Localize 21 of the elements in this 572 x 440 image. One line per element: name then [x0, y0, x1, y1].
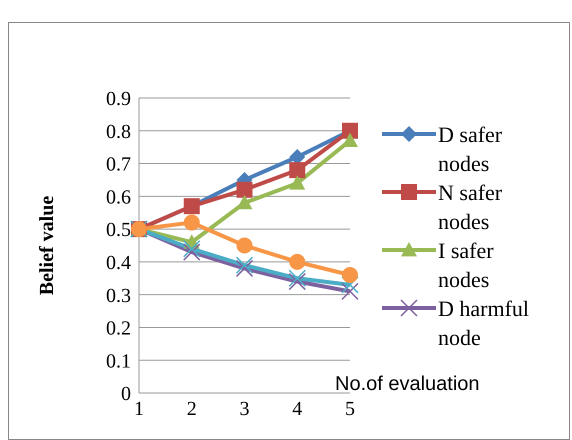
x-axis-title: No.of evaluation — [335, 373, 480, 396]
x-tick-label: 2 — [186, 398, 197, 420]
x-tick-label: 4 — [292, 398, 302, 420]
legend-label: D safer nodes — [438, 121, 504, 178]
y-tick-label: 0.1 — [106, 350, 131, 372]
y-tick-label: 0.2 — [106, 318, 131, 340]
legend-label: D harmful node — [438, 295, 530, 352]
y-tick-label: 0.6 — [106, 186, 131, 208]
y-tick-label: 0.4 — [106, 252, 131, 274]
y-tick-label: 0.7 — [106, 154, 131, 176]
legend-label: N safer nodes — [438, 179, 504, 236]
x-tick-label: 3 — [240, 398, 250, 420]
x-tick-label: 5 — [345, 398, 355, 420]
y-tick-label: 0 — [121, 383, 131, 406]
legend-label: I safer nodes — [438, 237, 495, 294]
y-tick-label: 0.3 — [106, 284, 131, 307]
y-tick-label: 0.8 — [106, 120, 131, 143]
y-tick-label: 0.9 — [106, 88, 131, 110]
x-tick-label: 1 — [134, 398, 144, 420]
y-axis-title: Belief value — [36, 196, 58, 296]
y-tick-label: 0.5 — [106, 219, 131, 242]
